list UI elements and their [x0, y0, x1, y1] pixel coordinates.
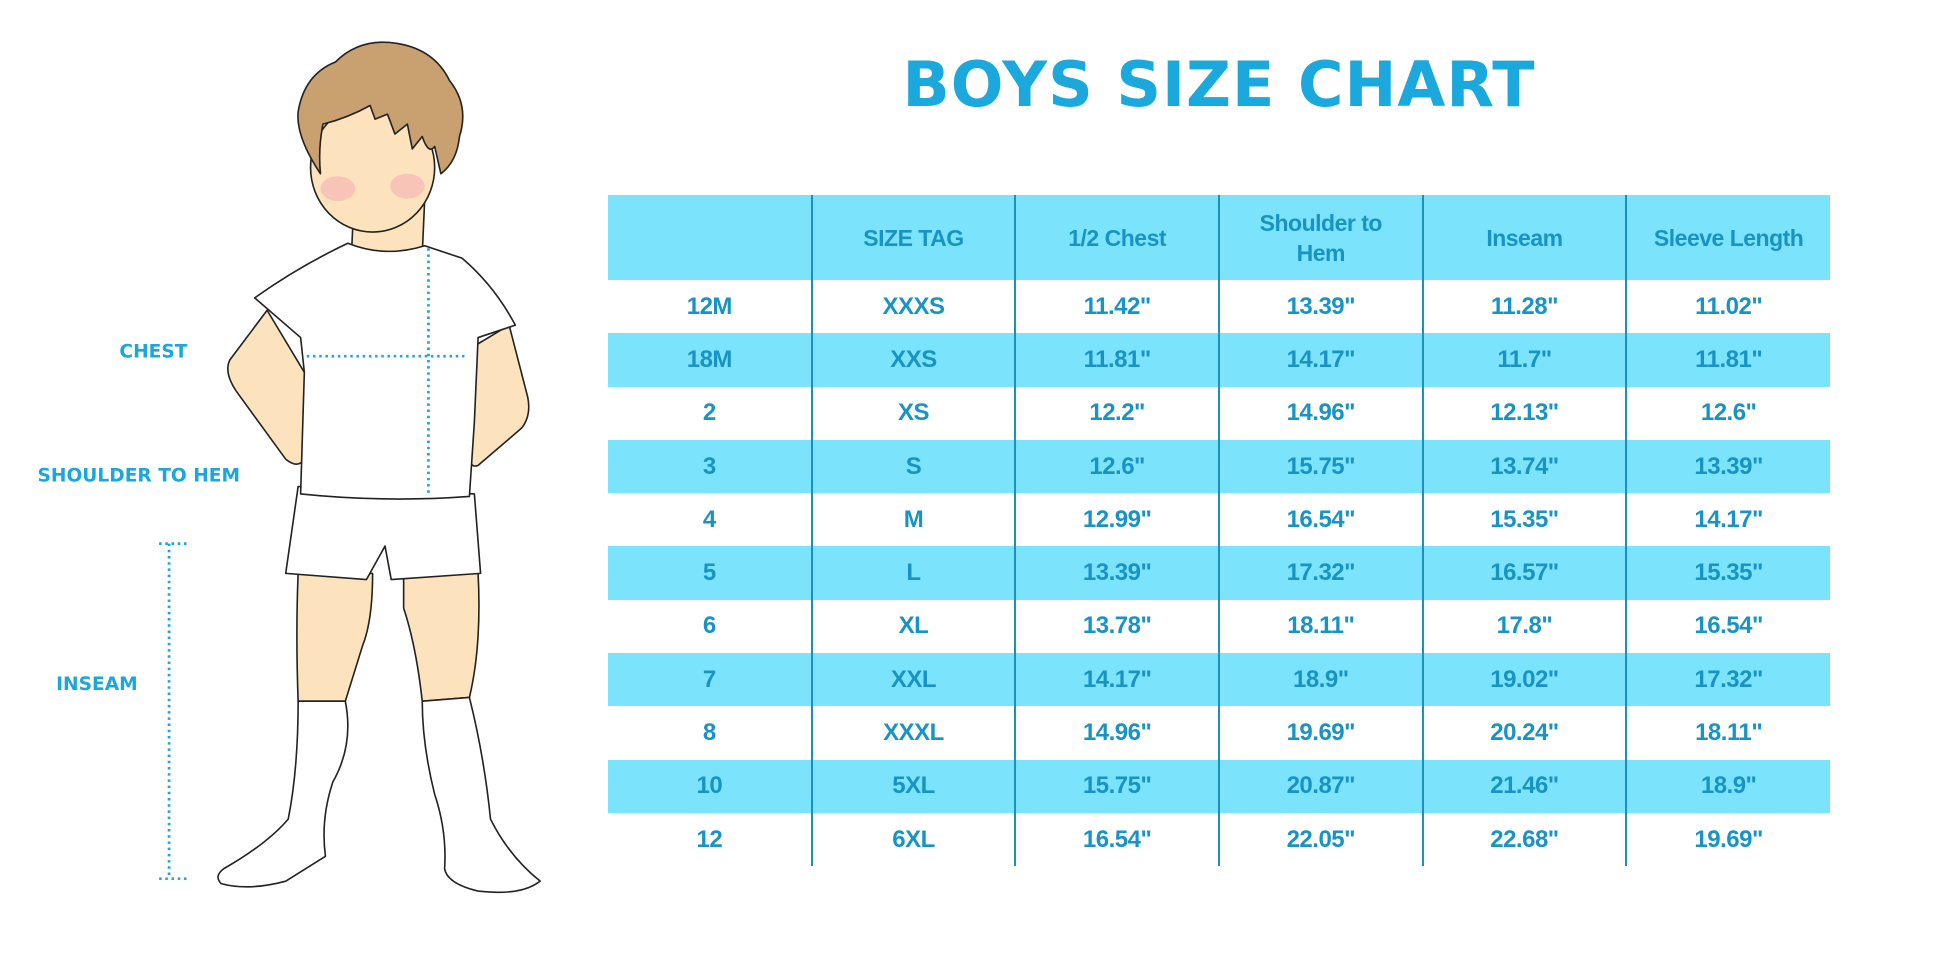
- table-cell: XXS: [810, 333, 1016, 387]
- column-header: Inseam: [1421, 195, 1627, 280]
- right-sock: [421, 696, 541, 894]
- table-cell: 12M: [608, 280, 812, 334]
- table-row: 10 5XL 15.75" 20.87" 21.46" 18.9": [608, 759, 1830, 813]
- table-cell: 18M: [608, 333, 812, 387]
- table-cell: 14.96": [1014, 706, 1219, 760]
- table-cell: 13.78": [1014, 599, 1219, 654]
- shorts: [284, 485, 482, 581]
- t-shirt: [253, 242, 517, 500]
- table-cell: 14.96": [1217, 386, 1423, 440]
- table-row: 7 XXL 14.17" 18.9" 19.02" 17.32": [608, 653, 1830, 707]
- table-cell: 16.54": [1014, 812, 1219, 867]
- table-row: 18M XXS 11.81" 14.17" 11.7" 11.81": [608, 333, 1830, 387]
- left-leg: [296, 572, 374, 703]
- table-row: 12 6XL 16.54" 22.05" 22.68" 19.69": [608, 812, 1830, 867]
- table-cell: 18.9": [1625, 759, 1830, 813]
- table-cell: 12.99": [1014, 493, 1219, 547]
- table-row: 4 M 12.99" 16.54" 15.35" 14.17": [608, 493, 1830, 547]
- table-cell: XXXS: [810, 280, 1016, 334]
- table-cell: 13.39": [1625, 439, 1830, 494]
- table-cell: 17.8": [1421, 599, 1627, 654]
- table-cell: 11.02": [1625, 280, 1830, 334]
- left-arm: [227, 309, 306, 465]
- table-cell: S: [810, 439, 1016, 494]
- table-cell: 12: [608, 812, 812, 867]
- table-cell: 15.75": [1014, 759, 1219, 813]
- table-row: 12M XXXS 11.42" 13.39" 11.28" 11.02": [608, 280, 1830, 334]
- table-cell: 22.05": [1217, 812, 1423, 867]
- table-cell: 14.17": [1217, 333, 1423, 387]
- table-cell: 2: [608, 386, 812, 440]
- table-cell: XS: [810, 386, 1016, 440]
- table-cell: 12.6": [1625, 386, 1830, 440]
- table-cell: 12.6": [1014, 439, 1219, 494]
- table-cell: 13.39": [1217, 280, 1423, 334]
- left-sock: [217, 700, 349, 888]
- table-cell: 19.02": [1421, 653, 1627, 707]
- table-cell: 12.2": [1014, 386, 1219, 440]
- table-cell: 6XL: [810, 812, 1016, 867]
- table-cell: 11.7": [1421, 333, 1627, 387]
- column-header: [608, 195, 812, 280]
- chest-label: CHEST: [119, 341, 187, 362]
- table-cell: 11.28": [1421, 280, 1627, 334]
- table-cell: 6: [608, 599, 812, 654]
- table-cell: 15.35": [1421, 493, 1627, 547]
- table-row: 8 XXXL 14.96" 19.69" 20.24" 18.11": [608, 706, 1830, 760]
- table-row: 6 XL 13.78" 18.11" 17.8" 16.54": [608, 599, 1830, 654]
- table-cell: 19.69": [1217, 706, 1423, 760]
- table-cell: 20.24": [1421, 706, 1627, 760]
- table-cell: 11.42": [1014, 280, 1219, 334]
- table-row: 3 S 12.6" 15.75" 13.74" 13.39": [608, 439, 1830, 494]
- column-header: 1/2 Chest: [1014, 195, 1219, 280]
- table-cell: 15.35": [1625, 546, 1830, 600]
- table-cell: 21.46": [1421, 759, 1627, 813]
- table-cell: M: [810, 493, 1016, 547]
- table-cell: 19.69": [1625, 812, 1830, 867]
- column-header: Sleeve Length: [1625, 195, 1830, 280]
- table-header-row: SIZE TAG 1/2 Chest Shoulder to Hem Insea…: [608, 195, 1830, 280]
- table-cell: 13.39": [1014, 546, 1219, 600]
- table-cell: XXL: [810, 653, 1016, 707]
- table-cell: 14.17": [1014, 653, 1219, 707]
- table-cell: 3: [608, 439, 812, 494]
- table-cell: L: [810, 546, 1016, 600]
- boy-measurement-illustration: CHEST SHOULDER TO HEM INSEAM: [38, 41, 541, 894]
- column-header: Shoulder to Hem: [1217, 195, 1423, 280]
- table-cell: 16.54": [1625, 599, 1830, 654]
- table-cell: 14.17": [1625, 493, 1830, 547]
- table-cell: 4: [608, 493, 812, 547]
- table-cell: 7: [608, 653, 812, 707]
- table-row: 2 XS 12.2" 14.96" 12.13" 12.6": [608, 386, 1830, 440]
- table-cell: 18.11": [1217, 599, 1423, 654]
- table-cell: 17.32": [1625, 653, 1830, 707]
- hair: [297, 41, 464, 175]
- table-cell: 18.11": [1625, 706, 1830, 760]
- column-header: SIZE TAG: [810, 195, 1016, 280]
- table-cell: 11.81": [1014, 333, 1219, 387]
- table-cell: 10: [608, 759, 812, 813]
- table-cell: XXXL: [810, 706, 1016, 760]
- table-cell: 17.32": [1217, 546, 1423, 600]
- table-cell: 15.75": [1217, 439, 1423, 494]
- table-cell: 13.74": [1421, 439, 1627, 494]
- table-cell: 5XL: [810, 759, 1016, 813]
- table-cell: 16.57": [1421, 546, 1627, 600]
- table-cell: 20.87": [1217, 759, 1423, 813]
- shoulder-to-hem-label: SHOULDER TO HEM: [38, 466, 241, 487]
- page-title: BOYS SIZE CHART: [902, 48, 1536, 121]
- size-chart-table: SIZE TAG 1/2 Chest Shoulder to Hem Insea…: [608, 195, 1830, 867]
- table-row: 5 L 13.39" 17.32" 16.57" 15.35": [608, 546, 1830, 600]
- right-leg: [402, 572, 480, 703]
- table-cell: 8: [608, 706, 812, 760]
- table-cell: 12.13": [1421, 386, 1627, 440]
- table-cell: XL: [810, 599, 1016, 654]
- table-cell: 16.54": [1217, 493, 1423, 547]
- table-cell: 5: [608, 546, 812, 600]
- table-cell: 11.81": [1625, 333, 1830, 387]
- inseam-label: INSEAM: [56, 674, 138, 695]
- table-cell: 18.9": [1217, 653, 1423, 707]
- table-cell: 22.68": [1421, 812, 1627, 867]
